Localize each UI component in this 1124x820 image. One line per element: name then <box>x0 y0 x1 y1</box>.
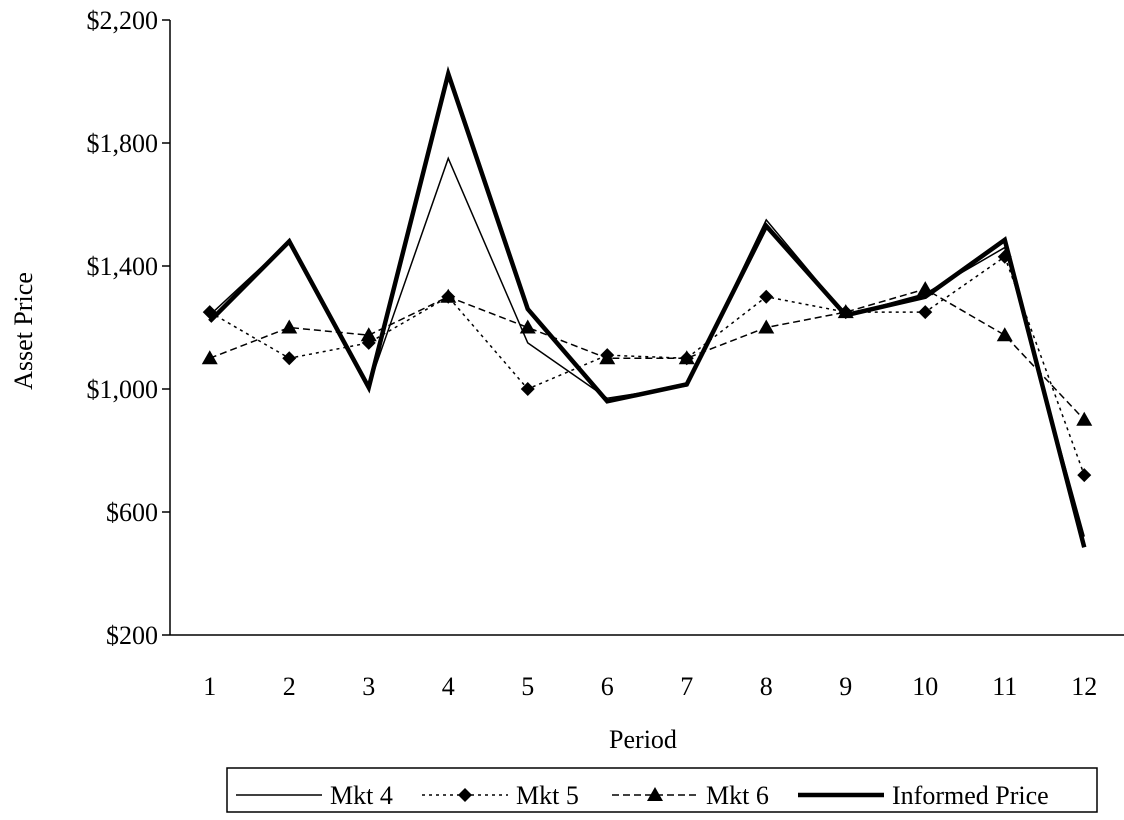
y-tick-label: $200 <box>106 621 158 650</box>
data-point <box>281 319 298 334</box>
y-tick-label: $2,200 <box>87 6 159 35</box>
data-point <box>519 319 536 334</box>
x-tick-label: 1 <box>203 672 216 701</box>
x-axis-title: Period <box>609 725 677 754</box>
series-informed-price <box>208 65 1087 548</box>
data-point <box>520 382 535 396</box>
x-tick-label: 5 <box>521 672 534 701</box>
y-tick-label: $600 <box>106 498 158 527</box>
legend-box <box>226 767 1098 813</box>
legend-label: Mkt 4 <box>330 781 393 810</box>
series-line <box>209 255 1085 476</box>
x-tick-label: 8 <box>760 672 773 701</box>
data-point <box>1076 411 1093 426</box>
plot-axes <box>169 20 1124 636</box>
legend-label: Mkt 5 <box>516 781 579 810</box>
series-mkt-6 <box>201 281 1093 426</box>
x-tick-label: 11 <box>992 672 1017 701</box>
legend-marker <box>647 787 663 801</box>
series-layer <box>201 65 1093 548</box>
series-mkt-5 <box>202 249 1092 483</box>
x-tick-label: 3 <box>362 672 375 701</box>
series-mkt-4 <box>209 156 1085 537</box>
x-tick-label: 10 <box>912 672 938 701</box>
y-tick-label: $1,800 <box>87 129 159 158</box>
data-point <box>996 327 1013 342</box>
x-axis-ticks: 1 2 3 4 5 6 7 8 9 10 11 12 <box>203 672 1097 701</box>
series-line <box>209 156 1085 537</box>
data-point <box>440 288 457 303</box>
data-point <box>599 350 616 365</box>
legend-label: Mkt 6 <box>706 781 769 810</box>
legend-item: Informed Price <box>798 781 1049 810</box>
y-tick-label: $1,400 <box>87 252 159 281</box>
data-point <box>918 305 933 320</box>
legend-item: Mkt 4 <box>236 781 393 810</box>
legend: Mkt 4 Mkt 5 Mkt 6 Informed Price <box>226 767 1098 813</box>
data-point <box>759 289 774 304</box>
legend-item: Mkt 6 <box>612 781 769 810</box>
x-tick-label: 4 <box>442 672 455 701</box>
data-point <box>282 351 297 366</box>
legend-marker <box>458 788 472 802</box>
y-axis-title: Asset Price <box>9 272 38 390</box>
data-point <box>758 319 775 334</box>
y-tick-label: $1,000 <box>87 375 159 404</box>
x-tick-label: 2 <box>283 672 296 701</box>
y-axis-ticks: $200 $600 $1,000 $1,400 $1,800 $2,200 <box>87 6 170 650</box>
x-tick-label: 6 <box>601 672 614 701</box>
data-point <box>678 350 695 365</box>
data-point <box>201 350 218 365</box>
legend-item: Mkt 5 <box>422 781 579 810</box>
data-point <box>1077 468 1092 483</box>
legend-label: Informed Price <box>892 781 1049 810</box>
x-tick-label: 9 <box>839 672 852 701</box>
x-tick-label: 12 <box>1071 672 1097 701</box>
x-tick-label: 7 <box>680 672 693 701</box>
series-line <box>208 65 1087 548</box>
series-line <box>209 288 1085 421</box>
data-point <box>360 327 377 342</box>
